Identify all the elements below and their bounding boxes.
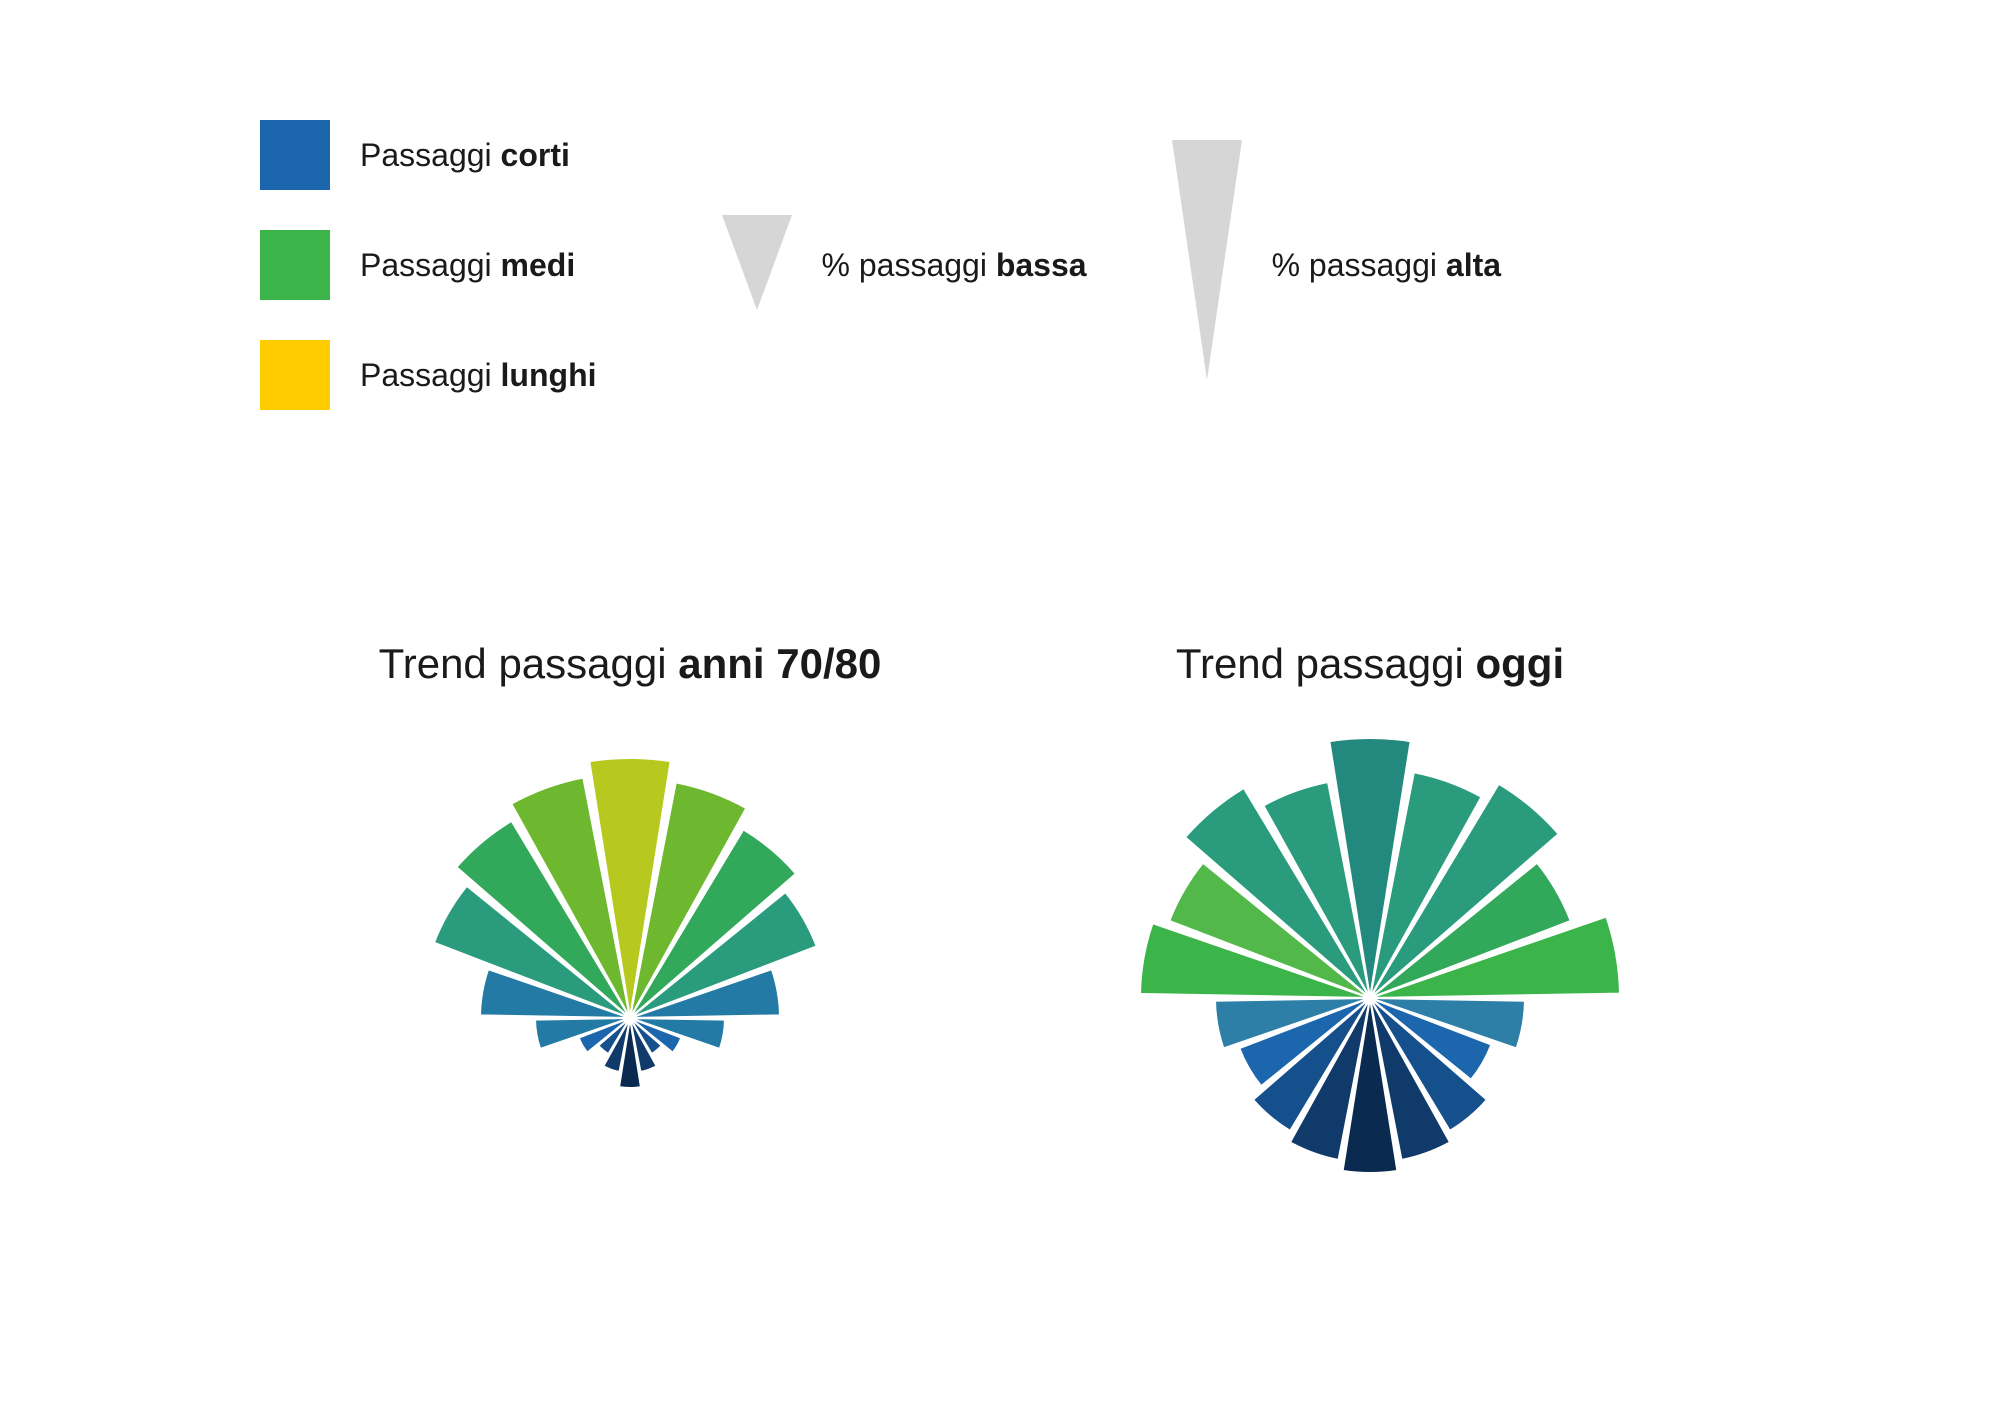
chart-title: Trend passaggi oggi (1176, 640, 1564, 688)
size-legend: % passaggi bassa % passaggi alta (717, 135, 1502, 395)
polar-chart (1060, 728, 1680, 1228)
legend: Passaggi corti Passaggi medi Passaggi lu… (260, 120, 1501, 410)
legend-label: Passaggi corti (360, 137, 570, 174)
legend-label: % passaggi alta (1272, 247, 1501, 284)
legend-swatch (260, 120, 330, 190)
legend-label: Passaggi lunghi (360, 357, 597, 394)
chart-left: Trend passaggi anni 70/80 (320, 640, 940, 1228)
legend-swatch (260, 340, 330, 410)
legend-item-corti: Passaggi corti (260, 120, 597, 190)
polar-chart (320, 728, 940, 1228)
charts-section: Trend passaggi anni 70/80 Trend passaggi… (0, 640, 2000, 1228)
size-item-alta: % passaggi alta (1167, 135, 1501, 395)
color-legend: Passaggi corti Passaggi medi Passaggi lu… (260, 120, 597, 410)
legend-label: Passaggi medi (360, 247, 575, 284)
legend-item-lunghi: Passaggi lunghi (260, 340, 597, 410)
size-item-bassa: % passaggi bassa (717, 210, 1087, 320)
chart-right: Trend passaggi oggi (1060, 640, 1680, 1228)
legend-item-medi: Passaggi medi (260, 230, 597, 300)
chart-title: Trend passaggi anni 70/80 (379, 640, 882, 688)
triangle-icon (717, 210, 797, 320)
triangle-icon (1167, 135, 1247, 395)
legend-swatch (260, 230, 330, 300)
legend-label: % passaggi bassa (822, 247, 1087, 284)
